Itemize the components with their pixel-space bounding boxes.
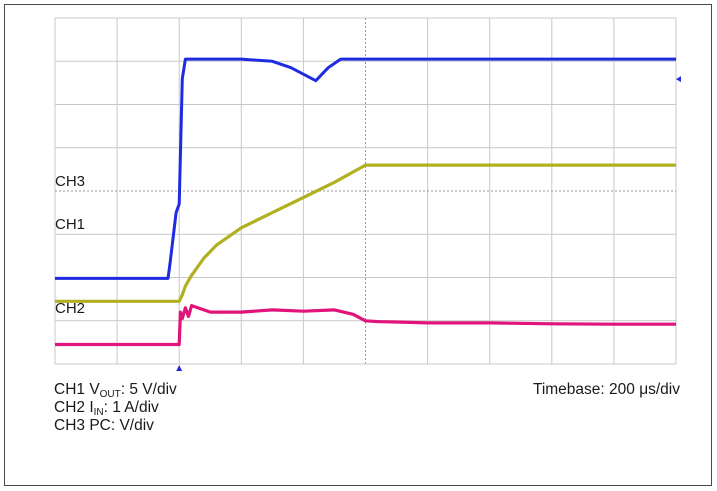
- series-ch3-line: [55, 57, 676, 280]
- legend-ch1: CH1 VOUT: 5 V/div: [54, 381, 177, 400]
- ch1-label: CH1: [55, 216, 85, 233]
- markers: [176, 76, 681, 371]
- timebase-label: Timebase: 200 μs/div: [532, 381, 680, 398]
- channel-scale-legend: CH1 VOUT: 5 V/div CH2 IIN: 1 A/div CH3 P…: [54, 381, 177, 435]
- legend-ch1-sub: OUT: [99, 389, 121, 400]
- ch3-label: CH3: [55, 173, 85, 190]
- legend-ch3-prefix: CH3 PC: [54, 417, 111, 434]
- legend-ch3: CH3 PC: V/div: [54, 417, 177, 435]
- legend-ch2-prefix: CH2 I: [54, 399, 94, 416]
- level-marker: [676, 76, 681, 83]
- plot-grid: [54, 17, 677, 365]
- traces: [55, 57, 676, 347]
- legend-ch2-suffix: : 1 A/div: [103, 399, 159, 416]
- trigger-marker: [176, 365, 183, 371]
- scope-frame: [4, 4, 712, 486]
- legend-ch1-prefix: CH1 V: [54, 381, 100, 398]
- series-ch1-line: [55, 163, 676, 303]
- ch2-label: CH2: [55, 300, 85, 317]
- legend-ch1-suffix: : 5 V/div: [120, 381, 177, 398]
- series-ch2-line: [55, 304, 676, 347]
- legend-ch3-suffix: : V/div: [110, 417, 154, 434]
- legend-ch2-sub: IN: [93, 407, 104, 418]
- legend-ch2: CH2 IIN: 1 A/div: [54, 399, 177, 418]
